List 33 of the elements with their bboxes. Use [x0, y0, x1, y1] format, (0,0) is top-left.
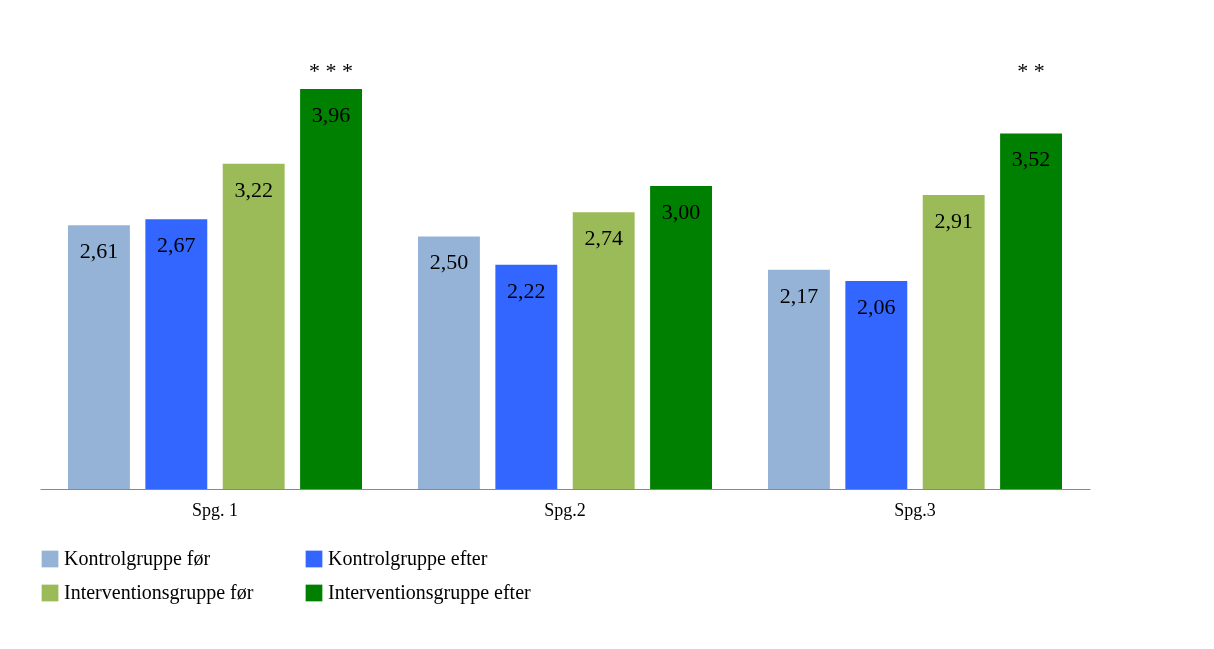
data-label: 2,67: [157, 232, 196, 258]
bar: [572, 212, 635, 489]
data-label: 2,22: [507, 277, 546, 303]
bar: [922, 195, 985, 489]
x-tick-label: Spg.3: [894, 499, 936, 520]
bar: [495, 264, 558, 489]
data-label: 2,06: [857, 293, 896, 319]
data-label: 3,22: [234, 176, 273, 202]
bar: [1000, 133, 1062, 489]
data-label: 3,52: [1011, 146, 1051, 172]
data-label: 2,17: [779, 282, 819, 308]
x-tick-label: Spg. 1: [191, 499, 239, 520]
data-label: 2,50: [429, 249, 469, 275]
legend-label: Interventionsgruppe før: [64, 581, 254, 604]
bar: [300, 89, 362, 489]
bar: [768, 269, 830, 489]
legend-label: Kontrolgruppe før: [64, 547, 211, 570]
bar: [68, 225, 130, 489]
bar: [222, 163, 285, 489]
legend-label: Interventionsgruppe efter: [328, 581, 532, 604]
x-tick-label: Spg.2: [544, 499, 586, 520]
bar: [845, 280, 908, 489]
legend-label: Kontrolgruppe efter: [328, 547, 488, 570]
data-label: 2,74: [584, 225, 623, 251]
bar: [145, 219, 208, 489]
bar: [650, 185, 712, 489]
data-label: 3,00: [661, 198, 701, 224]
data-label: 2,91: [934, 208, 973, 234]
text: * *: [1017, 58, 1045, 83]
data-label: 3,96: [311, 102, 351, 127]
bar: [418, 236, 480, 489]
data-label: 2,61: [79, 238, 119, 264]
text: * * *: [309, 58, 354, 83]
